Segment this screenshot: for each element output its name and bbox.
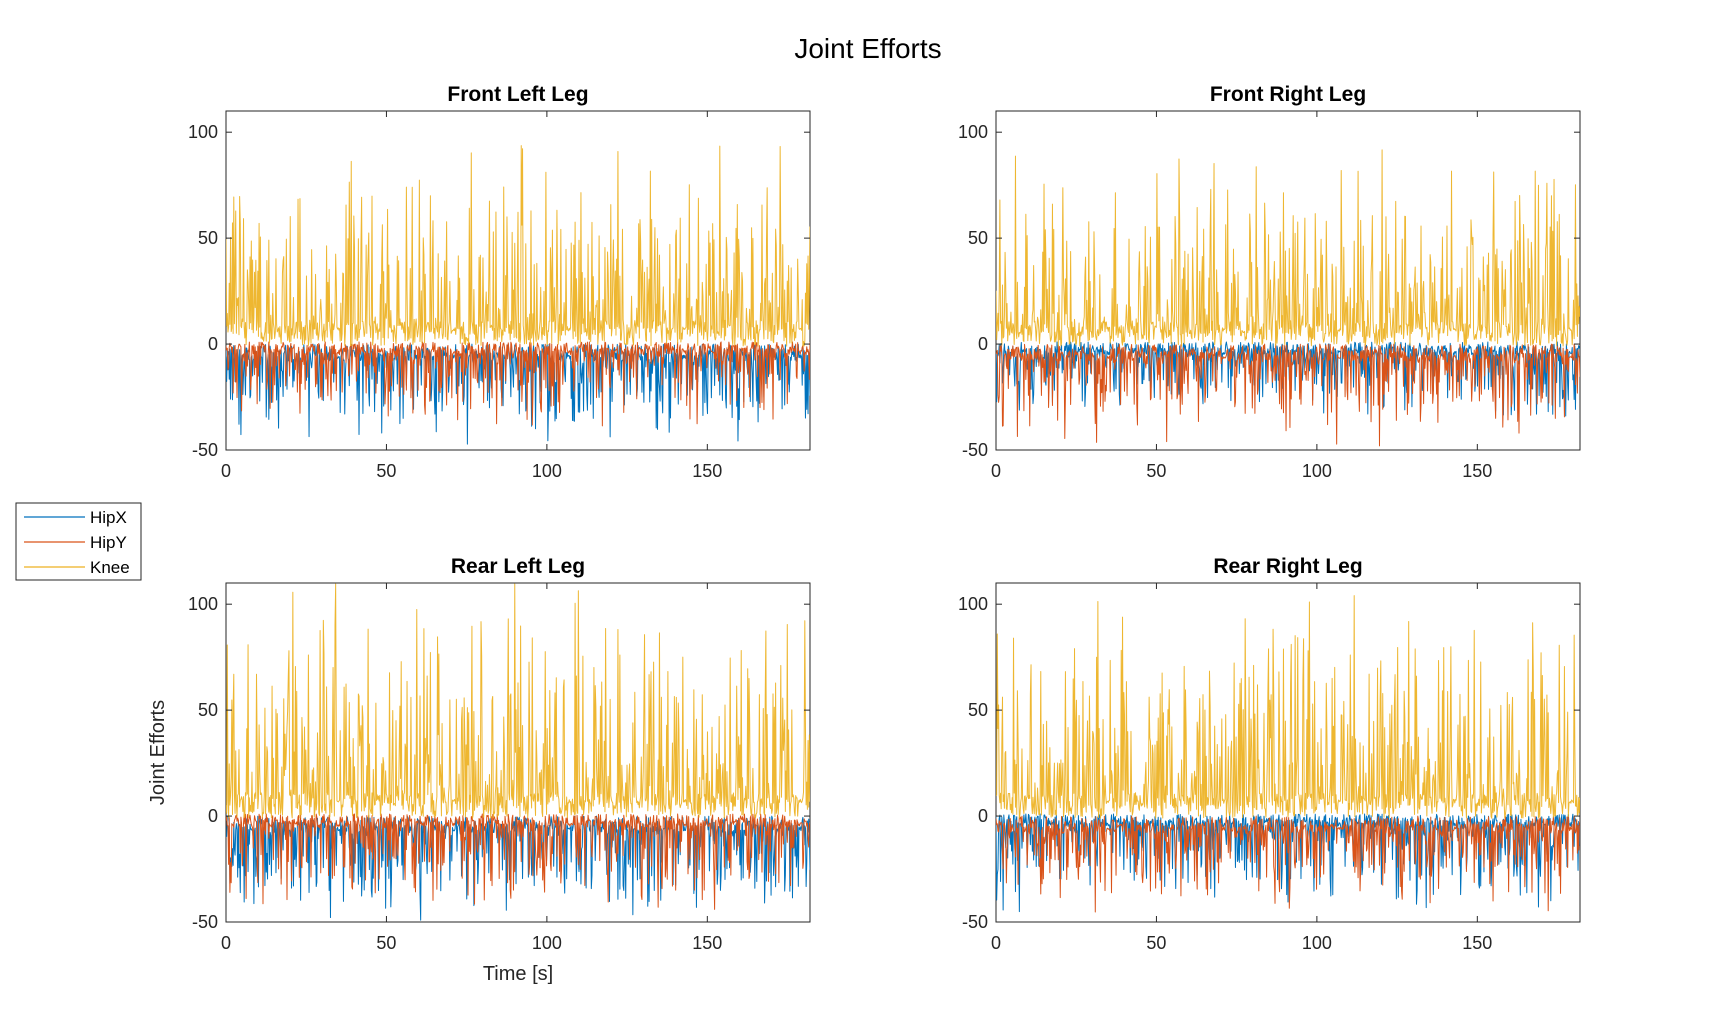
panel-title: Rear Right Leg [1213,555,1362,578]
x-tick-label: 150 [1462,933,1492,953]
x-tick-label: 100 [532,933,562,953]
x-tick-label: 50 [376,461,396,481]
y-tick-label: -50 [962,440,988,460]
legend: HipX HipY Knee [15,502,142,581]
series-group [226,145,810,445]
legend-entry-hipy: HipY [24,533,127,552]
x-tick-label: 0 [221,461,231,481]
series-line-hipy [996,343,1580,447]
y-tick-label: 50 [968,228,988,248]
legend-entry-hipx: HipX [24,508,127,527]
series-line-knee [996,595,1580,819]
panel-title: Front Left Leg [447,83,588,106]
legend-label-hipy: HipY [90,533,127,552]
x-tick-label: 0 [991,933,1001,953]
y-tick-label: 100 [958,122,988,142]
y-axis-label: Joint Efforts [147,700,169,805]
figure-title: Joint Efforts [794,33,941,64]
series-line-hipy [226,813,810,910]
y-tick-label: 50 [198,228,218,248]
y-tick-label: -50 [192,440,218,460]
y-tick-label: -50 [962,912,988,932]
y-tick-label: 0 [978,806,988,826]
y-tick-label: 100 [188,122,218,142]
x-tick-label: 0 [221,933,231,953]
x-tick-label: 50 [1146,933,1166,953]
y-tick-label: 0 [208,334,218,354]
x-tick-label: 50 [1146,461,1166,481]
y-tick-label: 100 [188,594,218,614]
x-tick-label: 150 [1462,461,1492,481]
series-line-hipy [996,815,1580,913]
panel-title: Front Right Leg [1210,83,1366,106]
x-tick-label: 150 [692,461,722,481]
x-tick-label: 150 [692,933,722,953]
x-tick-label: 0 [991,461,1001,481]
y-tick-label: 0 [978,334,988,354]
series-line-hipy [226,341,810,427]
x-tick-label: 100 [1302,461,1332,481]
panel-title: Rear Left Leg [451,555,585,578]
legend-label-knee: Knee [90,558,130,577]
y-tick-label: 100 [958,594,988,614]
series-group [996,149,1580,447]
legend-label-hipx: HipX [90,508,127,527]
y-tick-label: 0 [208,806,218,826]
series-line-knee [226,583,810,819]
legend-entry-knee: Knee [24,558,130,577]
series-group [996,595,1580,913]
x-tick-label: 100 [532,461,562,481]
series-line-knee [226,145,810,347]
series-group [226,583,810,921]
x-tick-label: 50 [376,933,396,953]
x-axis-label: Time [s] [483,963,553,985]
y-tick-label: 50 [198,700,218,720]
y-tick-label: -50 [192,912,218,932]
x-tick-label: 100 [1302,933,1332,953]
series-line-knee [996,149,1580,347]
y-tick-label: 50 [968,700,988,720]
